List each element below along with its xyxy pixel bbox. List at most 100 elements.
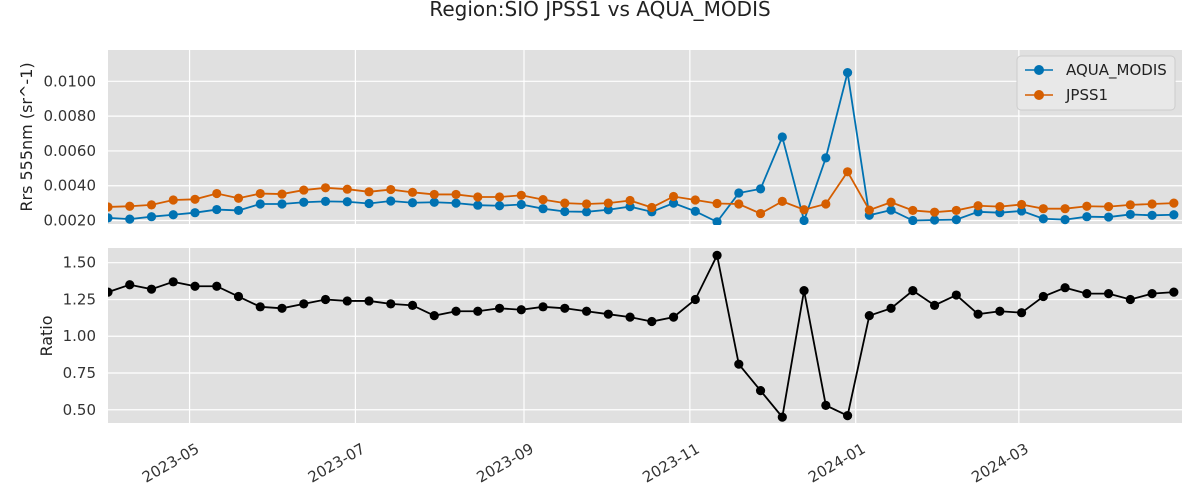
ratio-point xyxy=(603,309,613,319)
ratio-point xyxy=(668,312,679,322)
aqua-modis-point xyxy=(538,204,548,214)
ratio-point xyxy=(690,294,700,305)
aqua-modis-point xyxy=(1038,214,1048,224)
aqua-modis-point xyxy=(277,199,287,209)
top-y-tick-label: 0.0040 xyxy=(44,177,97,195)
aqua-modis-point xyxy=(1169,210,1179,220)
ratio-point xyxy=(429,311,439,321)
aqua-modis-point xyxy=(190,208,200,218)
jpss1-point xyxy=(647,202,657,213)
jpss1-point xyxy=(516,190,526,200)
aqua-modis-point xyxy=(212,204,222,215)
ratio-point xyxy=(560,303,570,313)
ratio-point xyxy=(647,316,657,327)
aqua-modis-point xyxy=(734,188,744,198)
jpss1-point xyxy=(429,189,439,200)
ratio-point xyxy=(755,386,766,396)
ratio-point xyxy=(821,400,831,410)
jpss1-point xyxy=(690,195,700,205)
top-y-tick-label: 0.0020 xyxy=(44,212,97,230)
ratio-point xyxy=(168,277,178,287)
aqua-modis-point xyxy=(168,210,178,220)
chart-title: Region:SIO JPSS1 vs AQUA_MODIS xyxy=(429,0,770,21)
legend: AQUA_MODIS JPSS1 xyxy=(1016,55,1176,111)
ratio-point xyxy=(951,290,961,300)
aqua-modis-point xyxy=(908,215,918,225)
aqua-modis-point xyxy=(386,196,396,206)
jpss1-point xyxy=(1103,202,1114,212)
bottom-y-tick-label: 0.50 xyxy=(63,401,96,419)
jpss1-point xyxy=(951,205,961,216)
ratio-point xyxy=(516,305,526,315)
top-panel: 0.0020 0.0040 0.0060 0.0080 0.0100 Rrs 555nm… xyxy=(17,50,1182,230)
aqua-modis-point xyxy=(799,215,809,225)
aqua-modis-point xyxy=(320,196,331,206)
ratio-point xyxy=(625,312,635,322)
jpss1-point xyxy=(1082,201,1092,211)
jpss1-point xyxy=(364,187,374,197)
ratio-point xyxy=(581,306,592,316)
jpss1-point xyxy=(1169,198,1179,208)
aqua-modis-point xyxy=(342,197,352,207)
aqua-modis-point xyxy=(1125,209,1135,220)
top-panel-background xyxy=(108,50,1182,224)
ratio-point xyxy=(494,303,505,313)
aqua-modis-point xyxy=(364,198,374,209)
jpss1-point xyxy=(108,202,113,212)
aqua-modis-point xyxy=(1147,210,1157,220)
aqua-modis-point xyxy=(125,214,135,224)
jpss1-point xyxy=(799,205,809,215)
jpss1-point xyxy=(1125,200,1135,210)
aqua-modis-point xyxy=(1060,215,1070,225)
jpss1-point xyxy=(473,192,483,202)
ratio-point xyxy=(538,302,548,312)
aqua-modis-point xyxy=(1016,206,1027,216)
ratio-point xyxy=(1103,288,1114,299)
ratio-point xyxy=(886,303,896,313)
aqua-modis-point xyxy=(603,205,613,215)
aqua-modis-point xyxy=(668,198,679,208)
jpss1-point xyxy=(212,188,222,199)
aqua-modis-point xyxy=(581,207,592,217)
ratio-point xyxy=(407,300,418,310)
top-panel-ylabel: Rrs 555nm (sr^-1) xyxy=(17,62,36,211)
ratio-point xyxy=(299,299,309,309)
jpss1-point xyxy=(995,202,1005,212)
bottom-y-tick-label: 1.25 xyxy=(63,290,96,308)
aqua-modis-point xyxy=(233,205,244,216)
jpss1-point xyxy=(625,195,635,206)
jpss1-point xyxy=(538,195,548,205)
ratio-point xyxy=(255,302,265,312)
ratio-point xyxy=(277,303,287,313)
jpss1-point xyxy=(821,199,831,209)
aqua-modis-point xyxy=(494,201,505,211)
jpss1-point xyxy=(299,185,309,195)
ratio-point xyxy=(1082,288,1092,299)
jpss1-point xyxy=(146,200,157,210)
jpss1-point xyxy=(451,189,461,200)
ratio-point xyxy=(929,300,940,310)
jpss1-point xyxy=(168,195,178,205)
jpss1-point xyxy=(1060,204,1070,214)
ratio-point xyxy=(342,296,352,306)
jpss1-point xyxy=(908,205,918,216)
x-tick-label: 2024-03 xyxy=(968,440,1031,487)
jpss1-point xyxy=(755,208,766,219)
jpss1-point xyxy=(603,198,613,208)
aqua-modis-point xyxy=(777,132,787,142)
ratio-point xyxy=(842,411,853,421)
jpss1-point xyxy=(777,196,787,206)
x-tick-labels: 2023-05 2023-07 2023-09 2023-11 2024-01 2024-… xyxy=(139,440,1032,487)
aqua-modis-point xyxy=(1082,212,1092,222)
jpss1-point xyxy=(864,205,874,215)
legend-aqua-marker xyxy=(1034,65,1044,75)
legend-box xyxy=(1016,55,1176,111)
aqua-modis-point xyxy=(451,198,461,208)
ratio-point xyxy=(1147,288,1157,299)
jpss1-point xyxy=(386,184,396,195)
jpss1-point xyxy=(581,199,592,209)
jpss1-point xyxy=(190,194,200,204)
ratio-point xyxy=(108,287,113,297)
legend-jpss1-marker xyxy=(1034,90,1044,100)
